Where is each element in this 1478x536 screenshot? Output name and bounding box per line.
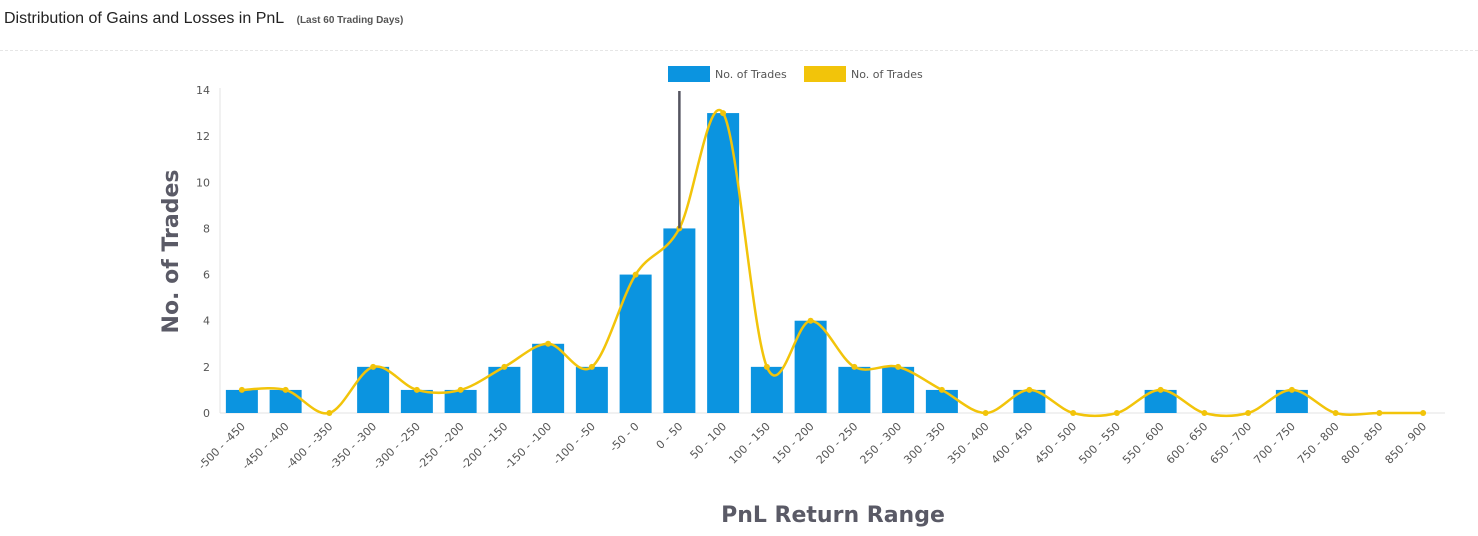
- chart-header: Distribution of Gains and Losses in PnL …: [4, 10, 403, 28]
- header-divider: [0, 50, 1478, 51]
- y-tick-label: 8: [203, 222, 210, 235]
- spline-point[interactable]: [720, 110, 727, 117]
- x-tick-label: 400 - 450: [989, 420, 1036, 467]
- spline-point[interactable]: [632, 271, 639, 278]
- bar[interactable]: [838, 366, 871, 413]
- x-tick-label: 100 - 150: [726, 420, 773, 467]
- bar[interactable]: [400, 389, 433, 413]
- x-tick-label: 0 - 50: [654, 420, 686, 452]
- legend-label-bars: No. of Trades: [715, 68, 787, 81]
- spline-point[interactable]: [938, 386, 945, 393]
- spline-line: [241, 108, 1424, 418]
- x-tick-label: 650 - 700: [1208, 420, 1255, 467]
- legend-swatch-bars: [668, 66, 710, 82]
- spline-point[interactable]: [1288, 386, 1295, 393]
- spline-point[interactable]: [1157, 386, 1164, 393]
- x-tick-label: 750 - 800: [1295, 420, 1342, 467]
- spline-point[interactable]: [326, 410, 333, 416]
- spline-point[interactable]: [370, 363, 377, 370]
- bar[interactable]: [444, 389, 477, 413]
- x-tick-label: 200 - 250: [814, 420, 861, 467]
- bar[interactable]: [1275, 389, 1308, 413]
- x-tick-label: 800 - 850: [1339, 420, 1386, 467]
- spline-point[interactable]: [1376, 410, 1383, 416]
- chart-title: Distribution of Gains and Losses in PnL: [4, 10, 285, 27]
- bar[interactable]: [532, 343, 565, 413]
- x-tick-label: -100 - -50: [551, 420, 598, 467]
- spline-point[interactable]: [763, 363, 770, 370]
- bar[interactable]: [488, 366, 521, 413]
- y-tick-label: 0: [203, 407, 210, 420]
- x-tick-label: 350 - 400: [945, 420, 992, 467]
- spline-point[interactable]: [1332, 410, 1339, 416]
- spline-point[interactable]: [1026, 386, 1033, 393]
- bar[interactable]: [794, 320, 827, 413]
- x-axis-title: PnL Return Range: [721, 503, 945, 528]
- spline-point[interactable]: [413, 386, 420, 393]
- chart-legend[interactable]: No. of Trades No. of Trades: [668, 66, 923, 82]
- spline-point[interactable]: [1070, 410, 1077, 416]
- x-tick-label: 550 - 600: [1120, 420, 1167, 467]
- spline-point[interactable]: [457, 386, 464, 393]
- spline-point[interactable]: [851, 363, 858, 370]
- x-tick-label: 150 - 200: [770, 420, 817, 467]
- x-tick-label: 450 - 500: [1033, 420, 1080, 467]
- x-tick-label: 850 - 900: [1383, 420, 1430, 467]
- bar[interactable]: [882, 366, 915, 413]
- x-tick-label: 250 - 300: [858, 420, 905, 467]
- spline-point[interactable]: [1245, 410, 1252, 416]
- spline-point[interactable]: [1113, 410, 1120, 416]
- y-tick-label: 4: [203, 315, 210, 328]
- bar[interactable]: [925, 389, 958, 413]
- bar[interactable]: [575, 366, 608, 413]
- legend-label-line: No. of Trades: [851, 68, 923, 81]
- spline-point[interactable]: [1420, 410, 1427, 416]
- bar[interactable]: [269, 389, 302, 413]
- spline-point[interactable]: [807, 317, 814, 324]
- y-tick-label: 6: [203, 269, 210, 282]
- spline-point[interactable]: [238, 386, 245, 393]
- y-axis-title: No. of Trades: [159, 170, 184, 334]
- y-tick-label: 10: [196, 176, 210, 189]
- spline-point[interactable]: [282, 386, 289, 393]
- x-tick-label: 500 - 550: [1076, 420, 1123, 467]
- bar[interactable]: [225, 389, 258, 413]
- spline-point[interactable]: [588, 363, 595, 370]
- y-tick-label: 2: [203, 361, 210, 374]
- spline-series: [238, 108, 1427, 418]
- y-axis: 0 2 4 6 8 10 12 14: [196, 84, 221, 420]
- x-axis: -500 - -450-450 - -400-400 - -350-350 - …: [196, 412, 1445, 472]
- y-tick-label: 14: [196, 84, 210, 97]
- legend-swatch-line: [804, 66, 846, 82]
- bar[interactable]: [663, 228, 696, 413]
- spline-point[interactable]: [501, 363, 508, 370]
- spline-point[interactable]: [545, 340, 552, 347]
- chart-subtitle: (Last 60 Trading Days): [296, 15, 404, 26]
- bar[interactable]: [1013, 389, 1046, 413]
- axis-titles: No. of Trades PnL Return Range: [159, 170, 945, 528]
- y-tick-label: 12: [196, 130, 210, 143]
- bar[interactable]: [1144, 389, 1177, 413]
- spline-point[interactable]: [982, 410, 989, 416]
- x-tick-label: 700 - 750: [1251, 420, 1298, 467]
- x-tick-label: -50 - 0: [607, 420, 642, 455]
- x-tick-label: -150 - -100: [502, 420, 554, 472]
- x-tick-label: 50 - 100: [688, 420, 730, 462]
- spline-point[interactable]: [1201, 410, 1208, 416]
- spline-point[interactable]: [895, 363, 902, 370]
- x-tick-label: 300 - 350: [901, 420, 948, 467]
- x-tick-label: 600 - 650: [1164, 420, 1211, 467]
